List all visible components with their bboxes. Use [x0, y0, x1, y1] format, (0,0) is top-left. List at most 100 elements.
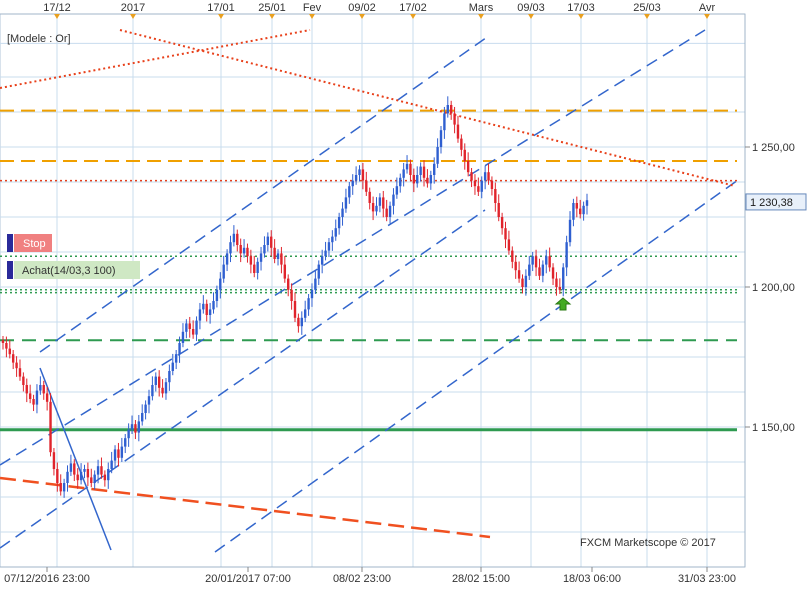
- candle-body: [334, 228, 337, 237]
- candle-body: [212, 301, 215, 310]
- candle-body: [511, 250, 514, 262]
- candle-body: [426, 177, 429, 184]
- candle-body: [259, 253, 263, 262]
- top-axis-band: [0, 0, 745, 14]
- candle-body: [405, 163, 409, 170]
- candle-body: [402, 169, 405, 178]
- candle-body: [582, 205, 585, 215]
- top-axis-label: Fev: [303, 2, 322, 14]
- watermark: FXCM Marketscope © 2017: [580, 537, 716, 549]
- candle-body: [327, 242, 331, 251]
- candle-body: [137, 421, 141, 433]
- candle-body: [79, 471, 83, 481]
- candle-body: [449, 105, 453, 114]
- candle-body: [5, 343, 8, 349]
- candle-body: [558, 287, 562, 290]
- y-axis-label: 1 250,00: [752, 142, 795, 154]
- candle-body: [242, 247, 246, 254]
- candle-body: [470, 172, 473, 181]
- candle-body: [130, 424, 134, 430]
- bottom-axis-label: 28/02 15:00: [452, 573, 510, 585]
- candle-body: [11, 354, 15, 363]
- candle-body: [266, 236, 270, 245]
- last-price-tag: 1 230,38: [745, 193, 807, 211]
- achat-order-text: Achat(14/03,3 100): [22, 265, 116, 277]
- candle-body: [388, 205, 392, 217]
- candle-body: [551, 267, 555, 279]
- candle-body: [531, 256, 534, 265]
- candle-body: [541, 264, 545, 276]
- candle-body: [524, 275, 528, 287]
- channel-line: [0, 29, 706, 466]
- candle-body: [344, 197, 348, 209]
- candle-body: [246, 247, 249, 257]
- candle-body: [49, 401, 52, 453]
- candle-body: [354, 175, 358, 181]
- candle-body: [96, 466, 100, 475]
- candle-body: [185, 323, 188, 332]
- last-price-box: [745, 193, 807, 211]
- candle-body: [433, 163, 436, 175]
- bottom-axis-label: 31/03 23:00: [678, 573, 736, 585]
- candle-body: [317, 264, 320, 279]
- candle-body: [276, 253, 280, 259]
- candle-body: [446, 105, 449, 114]
- candle-body: [483, 172, 487, 181]
- candle-body: [348, 186, 351, 198]
- channel-line: [0, 209, 486, 549]
- candle-body: [310, 289, 314, 299]
- candle-body: [287, 278, 290, 290]
- candle-body: [341, 208, 344, 217]
- channel-line: [214, 179, 739, 553]
- achat-order-box: [14, 261, 140, 279]
- candle-body: [351, 180, 354, 187]
- candle-body: [117, 449, 120, 458]
- candle-body: [331, 236, 334, 243]
- top-axis-marker-icon: [578, 14, 584, 19]
- buy-signal-arrow-icon: [554, 297, 572, 311]
- candle-body: [32, 399, 35, 405]
- candle-body: [62, 483, 66, 492]
- candle-body: [399, 177, 402, 187]
- top-axis-marker-icon: [704, 14, 710, 19]
- candle-body: [538, 267, 541, 276]
- candle-body: [290, 289, 293, 301]
- candle-body: [280, 253, 283, 265]
- achat-order-label[interactable]: Achat(14/03,3 100): [7, 261, 140, 279]
- candle-body: [419, 166, 422, 175]
- candle-body: [73, 463, 76, 475]
- candle-body: [416, 175, 419, 184]
- candle-body: [215, 289, 219, 301]
- candle-body: [514, 261, 517, 271]
- candle-body: [534, 256, 538, 268]
- stop-order-label[interactable]: Stop: [7, 234, 52, 252]
- candle-body: [385, 208, 388, 217]
- candle-body: [18, 368, 22, 377]
- candle-body: [22, 376, 25, 385]
- candle-body: [497, 203, 500, 217]
- top-axis-marker-icon: [130, 14, 136, 19]
- top-axis-label: 09/03: [517, 2, 545, 14]
- top-axis-label: Mars: [469, 2, 494, 14]
- candle-body: [443, 113, 446, 131]
- top-axis-marker-icon: [644, 14, 650, 19]
- levels-layer: [0, 109, 737, 432]
- candle-body: [307, 298, 310, 310]
- candle-body: [480, 180, 483, 192]
- candle-body: [412, 175, 416, 184]
- candle-body: [517, 270, 521, 279]
- y-axis-label: 1 150,00: [752, 422, 795, 434]
- candle-body: [494, 189, 497, 203]
- candle-body: [25, 385, 28, 394]
- candle-body: [439, 130, 443, 147]
- candle-body: [202, 303, 205, 310]
- candle-body: [42, 385, 45, 394]
- candle-body: [93, 474, 96, 483]
- top-axis-label: 25/03: [633, 2, 661, 14]
- candle-body: [382, 197, 385, 209]
- candle-body: [15, 362, 18, 369]
- candle-body: [222, 264, 225, 279]
- candle-body: [579, 208, 582, 215]
